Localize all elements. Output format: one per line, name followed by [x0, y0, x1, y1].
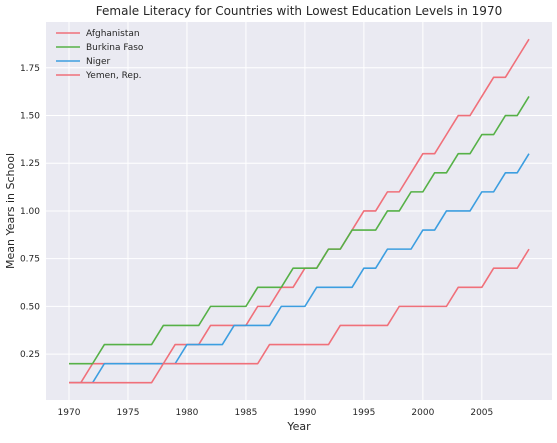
- y-tick-label: 1.50: [20, 112, 40, 122]
- chart-title: Female Literacy for Countries with Lowes…: [96, 4, 502, 18]
- series-line-yemen-rep: [69, 248, 530, 384]
- x-axis-label: Year: [286, 420, 311, 433]
- legend: Afghanistan Burkina Faso Niger Yemen, Rep.: [56, 29, 144, 81]
- y-tick-label: 0.50: [20, 302, 40, 312]
- x-tick-label: 1990: [293, 408, 316, 418]
- legend-label: Burkina Faso: [86, 43, 144, 53]
- y-axis-label: Mean Years in School: [4, 153, 17, 269]
- y-tick-label: 0.25: [20, 350, 40, 360]
- x-tick-label: 1970: [58, 408, 81, 418]
- x-tick-label: 1995: [352, 408, 375, 418]
- series-line-burkina-faso: [69, 96, 530, 365]
- series-lines: [69, 38, 530, 384]
- y-tick-label: 1.25: [20, 159, 40, 169]
- x-tick-label: 1985: [234, 408, 257, 418]
- x-tick-label: 2000: [411, 408, 434, 418]
- y-tick-labels: 0.25 0.50 0.75 1.00 1.25 1.50 1.75: [20, 64, 40, 360]
- legend-label: Yemen, Rep.: [85, 71, 142, 81]
- legend-label: Niger: [86, 57, 110, 67]
- x-tick-label: 1975: [117, 408, 140, 418]
- x-tick-label: 1980: [175, 408, 198, 418]
- x-tick-labels: 1970 1975 1980 1985 1990 1995 2000 2005: [58, 408, 494, 418]
- y-tick-label: 1.75: [20, 64, 40, 74]
- y-tick-label: 1.00: [20, 207, 40, 217]
- series-line-niger: [69, 153, 530, 384]
- legend-label: Afghanistan: [86, 29, 140, 39]
- x-tick-label: 2005: [470, 408, 493, 418]
- y-tick-label: 0.75: [20, 255, 40, 265]
